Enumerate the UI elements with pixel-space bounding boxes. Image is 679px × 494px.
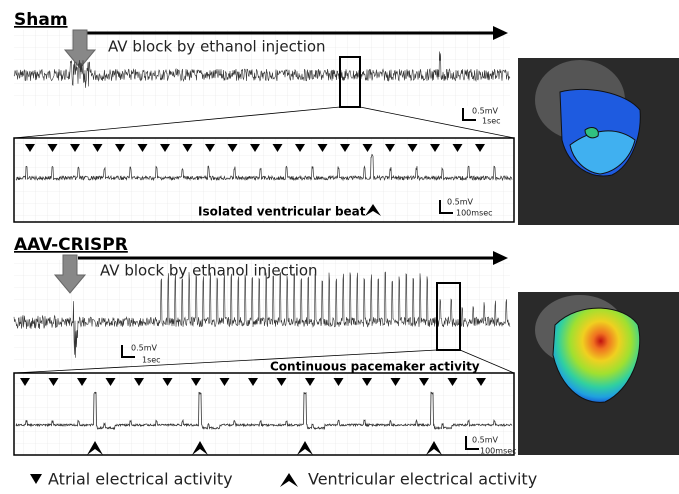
- atrial-marker: [227, 144, 238, 152]
- event-label: AV block by ethanol injection: [108, 38, 326, 56]
- trace: [13, 271, 511, 358]
- atrial-marker: [295, 144, 305, 152]
- atrial-marker: [70, 144, 80, 152]
- atrial-markers: [20, 378, 486, 386]
- atrial-marker: [385, 144, 395, 152]
- atrial-marker: [160, 144, 170, 152]
- ventricular-markers: [87, 441, 442, 455]
- atrial-marker: [77, 378, 87, 386]
- ventricular-marker: [192, 441, 208, 455]
- zoom-box: [436, 282, 461, 351]
- map-region: [584, 127, 599, 139]
- atrial-marker: [137, 144, 148, 152]
- atrial-marker: [419, 378, 429, 386]
- scale-label: 100msec: [456, 209, 493, 218]
- atrial-marker: [92, 144, 103, 152]
- atrial-marker: [407, 144, 418, 152]
- atrial-marker: [430, 144, 440, 152]
- ventricular-marker: [365, 204, 381, 216]
- atrial-marker: [48, 378, 59, 386]
- atrial-marker: [272, 144, 283, 152]
- scale-bar: [121, 345, 135, 358]
- scale-label: 0.5mV: [472, 436, 499, 445]
- atrial-marker: [25, 144, 35, 152]
- atrial-marker: [305, 378, 315, 386]
- atrial-symbol: [30, 474, 42, 484]
- scale-bar: [462, 108, 476, 121]
- scale-label: 1sec: [142, 356, 161, 365]
- ecg-line: [13, 51, 511, 88]
- annotation: Continuous pacemaker activity: [270, 360, 480, 374]
- scale-label: 100msec: [480, 447, 517, 456]
- atrial-marker: [476, 378, 486, 386]
- arrow-head: [493, 251, 508, 265]
- scale-bar: [439, 200, 453, 214]
- atrial-marker: [475, 144, 485, 152]
- ecg-line: [15, 153, 513, 182]
- scale-label: 0.5mV: [472, 107, 499, 116]
- ecg-line: [15, 391, 513, 431]
- ventricular-marker: [87, 441, 103, 455]
- atrial-marker: [47, 144, 58, 152]
- atrial-marker: [162, 378, 173, 386]
- atrial-marker: [447, 378, 458, 386]
- legend-label: Atrial electrical activity: [48, 470, 233, 489]
- zoom-line: [13, 349, 438, 374]
- ventricular-marker: [297, 441, 313, 455]
- injection-arrow: [53, 254, 87, 294]
- ecg-line: [13, 271, 511, 358]
- atrial-marker: [219, 378, 230, 386]
- atrial-marker: [205, 144, 215, 152]
- atrial-marker: [362, 144, 373, 152]
- atrial-marker: [105, 378, 116, 386]
- trace: [15, 391, 513, 431]
- atrial-marker: [390, 378, 401, 386]
- arrow-head: [493, 26, 508, 40]
- panel-title: Sham: [14, 10, 68, 30]
- atrial-marker: [250, 144, 260, 152]
- atrial-marker: [248, 378, 258, 386]
- atrial-marker: [276, 378, 287, 386]
- zoom-box: [339, 56, 361, 108]
- annotation: Isolated ventricular beat: [198, 205, 366, 219]
- trace: [13, 51, 511, 88]
- atrial-marker: [333, 378, 344, 386]
- trace: [15, 153, 513, 182]
- grid: [14, 30, 510, 106]
- atrial-markers: [25, 144, 485, 152]
- map-region: [569, 130, 636, 175]
- atrial-marker: [134, 378, 144, 386]
- atrial-marker: [182, 144, 193, 152]
- scale-label: 0.5mV: [131, 344, 158, 353]
- zoom-line: [459, 349, 515, 374]
- scale-bar: [465, 436, 479, 450]
- zoom-line: [13, 106, 341, 139]
- injection-arrow: [63, 29, 97, 69]
- ventricular-marker: [426, 441, 442, 455]
- atrial-marker: [317, 144, 328, 152]
- legend-label: Ventricular electrical activity: [308, 470, 537, 489]
- event-label: AV block by ethanol injection: [100, 262, 318, 280]
- atrial-marker: [20, 378, 30, 386]
- map-region: [552, 307, 641, 403]
- panel-title: AAV-CRISPR: [14, 235, 128, 255]
- scale-label: 1sec: [482, 117, 501, 126]
- inset: [13, 137, 515, 223]
- zoom-line: [359, 106, 515, 139]
- ventricular-symbol: [280, 473, 298, 487]
- atrial-marker: [452, 144, 463, 152]
- atrial-marker: [340, 144, 350, 152]
- scale-label: 0.5mV: [447, 198, 474, 207]
- atrial-marker: [115, 144, 125, 152]
- atrial-marker: [191, 378, 201, 386]
- atrial-marker: [362, 378, 372, 386]
- inset: [13, 372, 515, 456]
